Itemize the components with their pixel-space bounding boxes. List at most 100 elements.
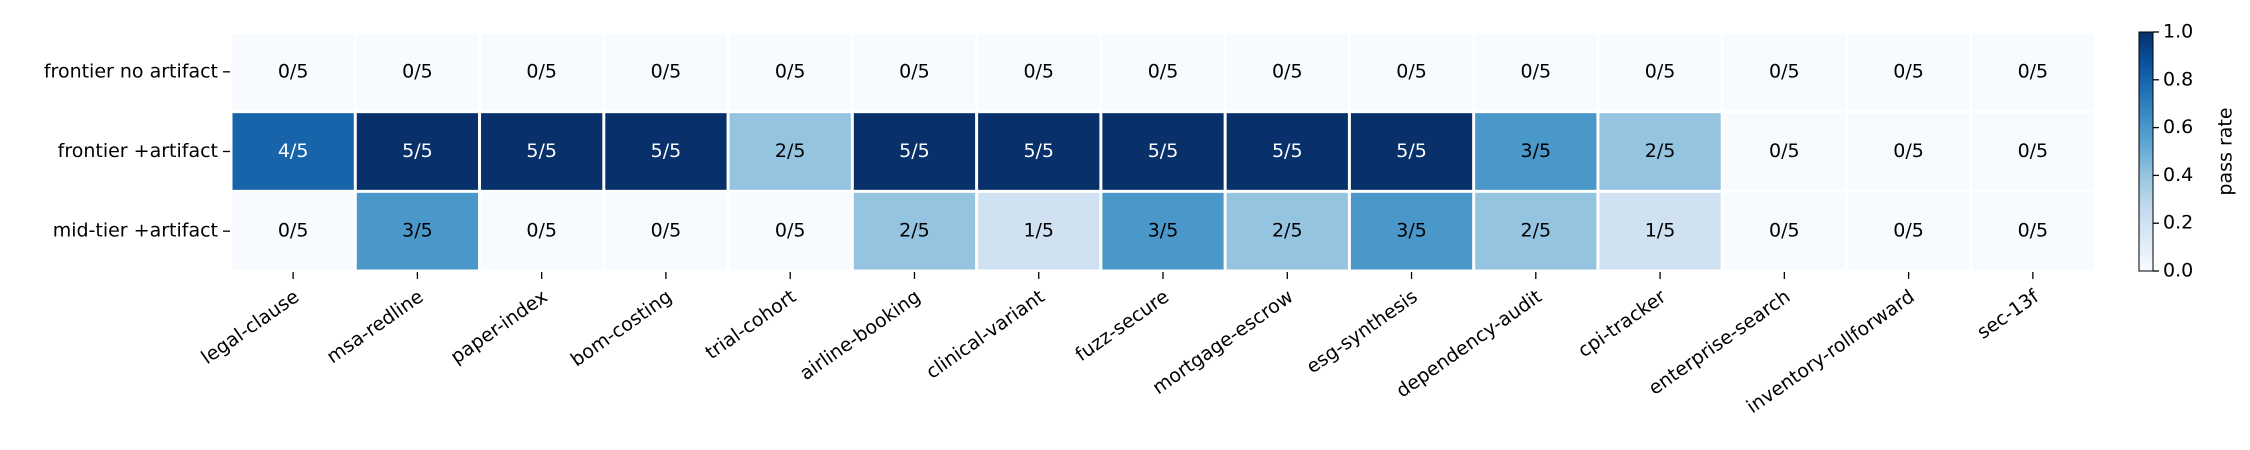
- heatmap-cell: [356, 113, 479, 190]
- cell-label: 0/5: [2018, 140, 2049, 162]
- cell-label: 5/5: [899, 140, 930, 162]
- cell-label: 0/5: [526, 60, 557, 82]
- cell-label: 0/5: [1645, 60, 1676, 82]
- heatmap-cell: [729, 113, 851, 190]
- x-tick-label: msa-redline: [323, 286, 428, 368]
- heatmap-cell: [232, 33, 354, 111]
- colorbar-tick-label: 0.2: [2163, 212, 2193, 234]
- x-tick-label: esg-synthesis: [1302, 286, 1421, 379]
- heatmap-cell: [1847, 33, 1970, 111]
- cell-label: 0/5: [402, 60, 433, 82]
- heatmap-cell: [1972, 33, 2094, 111]
- heatmap-cell: [1226, 33, 1348, 111]
- cell-label: 0/5: [1769, 220, 1800, 242]
- heatmap-cell: [232, 192, 354, 270]
- heatmap-cell: [1475, 33, 1597, 111]
- heatmap-cell: [1475, 113, 1597, 190]
- heatmap-cell: [1226, 113, 1348, 190]
- colorbar-label: pass rate: [2215, 107, 2237, 195]
- x-tick-label: paper-index: [447, 286, 552, 369]
- x-tick-label: sec-13f: [1973, 285, 2044, 344]
- heatmap-cell: [1599, 33, 1721, 111]
- cell-label: 5/5: [1396, 140, 1427, 162]
- colorbar-tick-label: 0.0: [2163, 260, 2193, 282]
- cell-label: 0/5: [2018, 60, 2049, 82]
- heatmap-cell: [1475, 192, 1597, 270]
- heatmap-cell: [853, 113, 976, 190]
- heatmap-cell: [481, 192, 603, 270]
- heatmap-cell: [1723, 192, 1845, 270]
- heatmap-cell: [853, 33, 976, 111]
- x-tick-label: cpi-tracker: [1574, 285, 1670, 362]
- cell-label: 0/5: [1272, 60, 1303, 82]
- heatmap-cell: [729, 33, 851, 111]
- heatmap-cell: [1102, 192, 1224, 270]
- cell-label: 2/5: [1521, 220, 1552, 242]
- heatmap-cell: [481, 33, 603, 111]
- y-tick-label: frontier +artifact: [58, 140, 218, 162]
- heatmap-cell: [729, 192, 851, 270]
- cell-label: 0/5: [775, 60, 806, 82]
- x-tick-label: fuzz-secure: [1071, 286, 1173, 366]
- cell-label: 0/5: [1769, 60, 1800, 82]
- x-tick-label: airline-booking: [796, 286, 925, 385]
- cell-label: 0/5: [1521, 60, 1552, 82]
- cell-label: 0/5: [278, 220, 309, 242]
- heatmap-cell: [1350, 33, 1473, 111]
- heatmap-cell: [978, 192, 1100, 270]
- heatmap-cell: [481, 113, 603, 190]
- cell-label: 2/5: [1272, 220, 1303, 242]
- cell-label: 0/5: [651, 220, 682, 242]
- heatmap-cell: [356, 33, 479, 111]
- cell-label: 5/5: [1023, 140, 1054, 162]
- cell-label: 5/5: [402, 140, 433, 162]
- colorbar-tick-label: 0.8: [2163, 68, 2193, 90]
- cell-label: 5/5: [526, 140, 557, 162]
- cell-label: 0/5: [1893, 140, 1924, 162]
- cell-label: 2/5: [775, 140, 806, 162]
- x-tick-label: legal-clause: [197, 286, 303, 369]
- heatmap-cell: [1599, 192, 1721, 270]
- heatmap-cell: [605, 113, 727, 190]
- heatmap-cell: [1972, 113, 2094, 190]
- cell-label: 2/5: [899, 220, 930, 242]
- cell-label: 0/5: [1893, 60, 1924, 82]
- heatmap-cell: [978, 33, 1100, 111]
- cell-label: 0/5: [1148, 60, 1179, 82]
- cell-label: 1/5: [1023, 220, 1054, 242]
- heatmap-cell: [1350, 192, 1473, 270]
- cell-label: 1/5: [1645, 220, 1676, 242]
- x-tick-label: trial-cohort: [701, 286, 800, 364]
- colorbar-tick-label: 0.6: [2163, 116, 2193, 138]
- cell-label: 2/5: [1645, 140, 1676, 162]
- cell-label: 0/5: [1396, 60, 1427, 82]
- cell-label: 0/5: [1769, 140, 1800, 162]
- cell-label: 0/5: [1023, 60, 1054, 82]
- y-tick-label: mid-tier +artifact: [53, 220, 218, 242]
- cell-label: 5/5: [651, 140, 682, 162]
- heatmap-cell: [1102, 113, 1224, 190]
- heatmap-cell: [356, 192, 479, 270]
- cell-label: 0/5: [651, 60, 682, 82]
- heatmap-cell: [978, 113, 1100, 190]
- cell-label: 0/5: [775, 220, 806, 242]
- cell-label: 0/5: [899, 60, 930, 82]
- cell-label: 0/5: [278, 60, 309, 82]
- y-tick-label: frontier no artifact: [44, 60, 218, 82]
- cell-label: 0/5: [526, 220, 557, 242]
- heatmap-cell: [853, 192, 976, 270]
- cell-label: 5/5: [1148, 140, 1179, 162]
- cell-label: 0/5: [2018, 220, 2049, 242]
- colorbar-tick-label: 1.0: [2163, 21, 2193, 43]
- cell-label: 3/5: [1148, 220, 1179, 242]
- heatmap-cell: [1599, 113, 1721, 190]
- x-tick-label: bom-costing: [567, 286, 676, 372]
- cell-label: 3/5: [1396, 220, 1427, 242]
- colorbar-tick-label: 0.4: [2163, 164, 2193, 186]
- heatmap-cell: [1972, 192, 2094, 270]
- cell-label: 3/5: [1521, 140, 1552, 162]
- cell-label: 5/5: [1272, 140, 1303, 162]
- cell-label: 0/5: [1893, 220, 1924, 242]
- heatmap-cell: [605, 33, 727, 111]
